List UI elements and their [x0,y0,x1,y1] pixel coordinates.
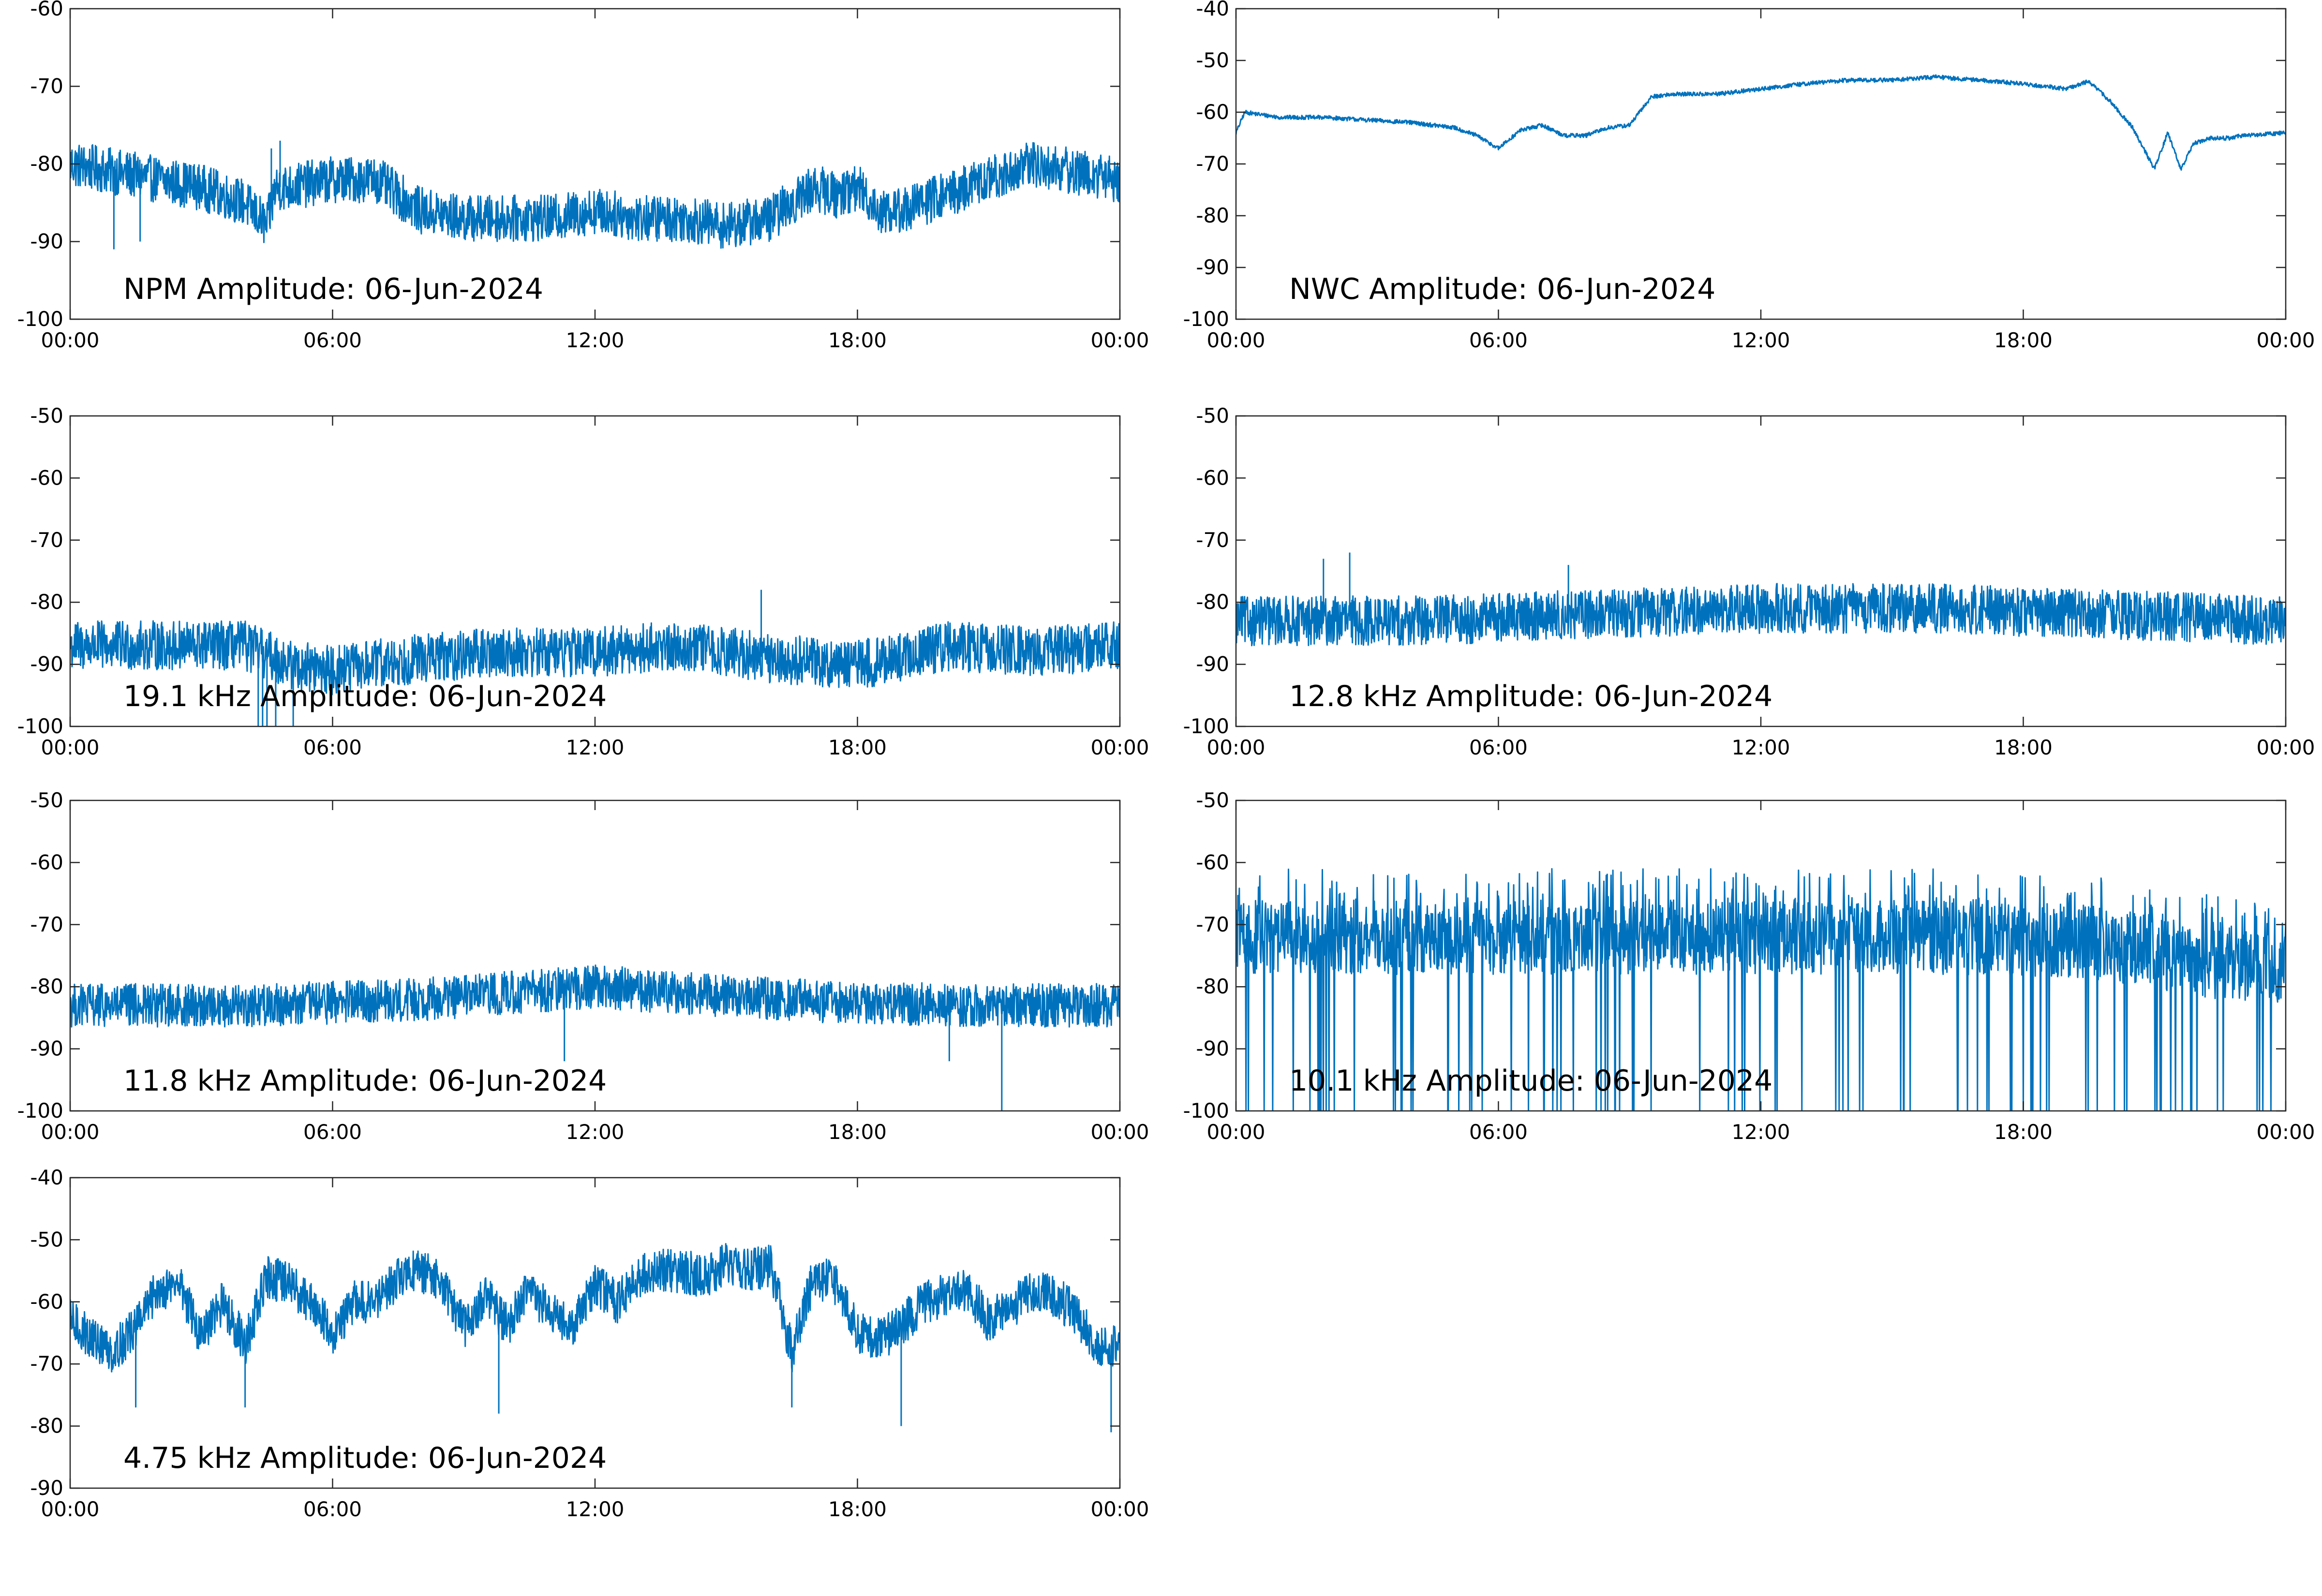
y-tick-label: -50 [30,788,63,812]
x-tick-label: 18:00 [828,1497,887,1521]
series-line [70,142,1120,249]
y-tick-label: -70 [30,74,63,98]
series-line [70,620,1120,695]
x-tick-label: 00:00 [41,328,99,352]
y-tick-label: -90 [1196,1037,1229,1061]
y-tick-label: -100 [1183,714,1229,738]
x-tick-label: 12:00 [1731,1120,1790,1144]
y-tick-label: -80 [30,590,63,614]
y-tick-label: -60 [1196,850,1229,874]
y-tick-label: -90 [30,1037,63,1061]
x-tick-label: 12:00 [566,736,624,759]
x-tick-label: 00:00 [2256,736,2315,759]
x-tick-label: 12:00 [566,328,624,352]
x-tick-label: 12:00 [1731,328,1790,352]
x-tick-label: 00:00 [1090,1497,1149,1521]
y-tick-label: -70 [30,913,63,936]
panel-title: 19.1 kHz Amplitude: 06-Jun-2024 [123,680,607,713]
y-tick-label: -80 [1196,204,1229,227]
x-tick-label: 06:00 [303,736,362,759]
panel-npm: -100 -90 -80 -70 -60 00:00 06:00 12:00 18:00 00:0… [17,0,1149,352]
y-tick-label: -60 [1196,466,1229,489]
y-tick-label: -60 [30,850,63,874]
y-tick-label: -70 [1196,528,1229,552]
x-tick-label: 18:00 [1994,1120,2053,1144]
x-tick-label: 12:00 [566,1497,624,1521]
x-tick-label: 00:00 [41,736,99,759]
x-tick-label: 18:00 [1994,328,2053,352]
y-tick-label: -80 [30,1414,63,1438]
x-tick-label: 00:00 [2256,328,2315,352]
panel-title: 12.8 kHz Amplitude: 06-Jun-2024 [1289,680,1772,713]
x-tick-label: 00:00 [2256,1120,2315,1144]
y-tick-label: -80 [30,975,63,998]
y-tick-label: -70 [30,1352,63,1375]
y-tick-label: -80 [30,152,63,176]
y-tick-label: -70 [1196,152,1229,176]
y-tick-label: -70 [30,528,63,552]
panel-12-8khz: -100 -90 -80 -70 -60 -50 00:00 06:00 12:00 18:00 0… [1183,404,2315,759]
y-tick-label: -50 [30,1227,63,1251]
x-tick-label: 18:00 [1994,736,2053,759]
x-tick-label: 00:00 [1206,736,1265,759]
y-tick-label: -100 [1183,307,1229,331]
x-tick-label: 00:00 [1090,1120,1149,1144]
x-tick-label: 00:00 [41,1120,99,1144]
x-tick-label: 00:00 [1090,736,1149,759]
x-tick-label: 06:00 [1469,1120,1528,1144]
y-tick-label: -90 [30,230,63,253]
series-line [70,964,1120,1028]
x-tick-label: 00:00 [1206,328,1265,352]
x-tick-label: 00:00 [1090,328,1149,352]
x-tick-label: 18:00 [828,328,887,352]
y-tick-label: -90 [1196,255,1229,279]
x-tick-label: 06:00 [1469,736,1528,759]
series-line [1236,868,2286,1111]
x-tick-label: 06:00 [303,1497,362,1521]
y-tick-label: -90 [30,1476,63,1500]
x-tick-label: 06:00 [303,1120,362,1144]
y-tick-label: -100 [17,714,63,738]
y-tick-label: -60 [30,466,63,489]
series-line [1236,583,2286,647]
panel-title: 11.8 kHz Amplitude: 06-Jun-2024 [123,1064,607,1098]
panel-title: 10.1 kHz Amplitude: 06-Jun-2024 [1289,1064,1772,1098]
y-tick-label: -100 [17,307,63,331]
y-tick-label: -60 [30,1290,63,1314]
y-tick-label: -50 [1196,48,1229,72]
y-tick-label: -40 [1196,0,1229,20]
y-tick-label: -90 [30,652,63,676]
y-tick-label: -50 [1196,788,1229,812]
panel-11-8khz: -100 -90 -80 -70 -60 -50 00:00 06:00 12:00 18:00 0… [17,788,1149,1144]
x-tick-label: 12:00 [1731,736,1790,759]
y-tick-label: -80 [1196,590,1229,614]
panel-nwc: -100 -90 -80 -70 -60 -50 -40 00:00 06:00 12:00 18:… [1183,0,2315,352]
y-tick-label: -50 [1196,404,1229,428]
panel-10-1khz: -100 -90 -80 -70 -60 -50 00:00 06:00 12:00 18:00 0… [1183,788,2315,1144]
x-tick-label: 00:00 [1206,1120,1265,1144]
y-tick-label: -50 [30,404,63,428]
y-tick-label: -100 [1183,1099,1229,1123]
x-tick-label: 18:00 [828,1120,887,1144]
x-tick-label: 12:00 [566,1120,624,1144]
panel-title: 4.75 kHz Amplitude: 06-Jun-2024 [123,1441,607,1475]
panel-title: NPM Amplitude: 06-Jun-2024 [123,272,543,306]
series-line [1236,74,2286,171]
panel-4-75khz: -90 -80 -70 -60 -50 -40 00:00 06:00 12:00 18:00 00… [30,1166,1149,1521]
y-tick-label: -40 [30,1166,63,1189]
y-tick-label: -70 [1196,913,1229,936]
x-tick-label: 00:00 [41,1497,99,1521]
panel-title: NWC Amplitude: 06-Jun-2024 [1289,272,1715,306]
y-tick-label: -100 [17,1099,63,1123]
panel-19-1khz: -100 -90 -80 -70 -60 -50 00:00 06:00 12:00 18:00 0… [17,404,1149,759]
y-tick-label: -60 [1196,100,1229,124]
y-tick-label: -60 [30,0,63,20]
y-tick-label: -90 [1196,652,1229,676]
x-tick-label: 06:00 [303,328,362,352]
y-tick-label: -80 [1196,975,1229,998]
x-tick-label: 06:00 [1469,328,1528,352]
x-tick-label: 18:00 [828,736,887,759]
